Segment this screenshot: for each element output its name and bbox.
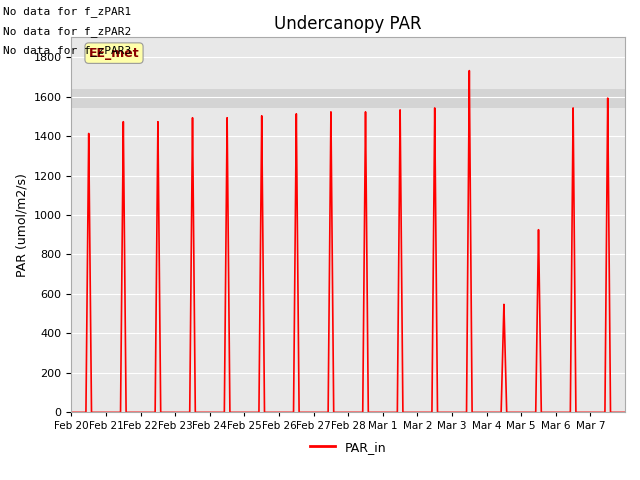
Text: No data for f_zPAR2: No data for f_zPAR2 [3, 25, 131, 36]
Title: Undercanopy PAR: Undercanopy PAR [275, 15, 422, 33]
Text: EE_met: EE_met [89, 47, 140, 60]
Bar [72, 89, 625, 108]
Text: No data for f_zPAR3: No data for f_zPAR3 [3, 45, 131, 56]
Y-axis label: PAR (umol/m2/s): PAR (umol/m2/s) [15, 173, 28, 277]
Text: No data for f_zPAR1: No data for f_zPAR1 [3, 6, 131, 17]
Legend: PAR_in: PAR_in [305, 436, 392, 458]
